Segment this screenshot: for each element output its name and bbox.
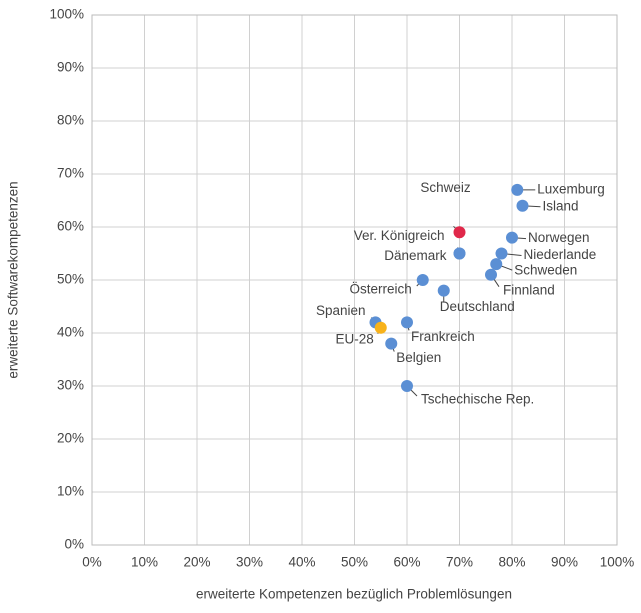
point-label: Tschechische Rep. [421, 392, 534, 407]
x-tick-label: 20% [183, 555, 210, 570]
point [385, 337, 398, 350]
point-label: Deutschland [440, 299, 515, 314]
point [453, 226, 466, 239]
y-tick-label: 100% [49, 7, 84, 22]
point-label: Niederlande [524, 247, 597, 262]
plot-border [91, 14, 618, 546]
point-label: Dänemark [384, 248, 447, 263]
y-tick-label: 40% [57, 325, 84, 340]
y-tick-label: 20% [57, 431, 84, 446]
point-label: Schweden [514, 263, 577, 278]
x-tick-label: 90% [551, 555, 578, 570]
y-tick-label: 80% [57, 113, 84, 128]
point-label: Österreich [349, 282, 411, 297]
point-label: Luxemburg [537, 181, 605, 196]
point-label: Belgien [396, 350, 441, 365]
point [416, 274, 429, 286]
y-axis-title: erweiterte Softwarekompetenzen [6, 181, 21, 378]
x-tick-label: 40% [288, 555, 315, 570]
y-tick-label: 50% [57, 272, 84, 287]
point-label: Spanien [316, 303, 366, 318]
point-label: Schweiz [420, 180, 471, 195]
x-tick-label: 30% [236, 555, 263, 570]
point [495, 247, 508, 260]
x-tick-label: 80% [498, 555, 525, 570]
x-tick-label: 100% [600, 555, 635, 570]
y-tick-label: 60% [57, 219, 84, 234]
point [453, 247, 466, 260]
x-tick-label: 0% [82, 555, 102, 570]
point [485, 268, 497, 281]
x-tick-label: 70% [446, 555, 473, 570]
point-label: Frankreich [411, 329, 475, 344]
point-label: EU-28 [335, 331, 373, 346]
point [490, 258, 503, 271]
y-tick-label: 10% [57, 484, 84, 499]
point-label: Finnland [503, 282, 555, 297]
y-tick-label: 30% [57, 378, 84, 393]
point-label: Norwegen [528, 230, 590, 245]
x-axis-title: erweiterte Kompetenzen bezüglich Problem… [196, 587, 512, 602]
point [516, 199, 529, 212]
point-label: Ver. Königreich [354, 228, 445, 243]
x-tick-label: 60% [393, 555, 420, 570]
point [374, 321, 387, 334]
y-tick-label: 90% [57, 60, 84, 75]
y-tick-label: 70% [57, 166, 84, 181]
point [506, 231, 518, 244]
y-tick-label: 0% [64, 537, 84, 552]
point [437, 284, 450, 297]
point [401, 380, 413, 392]
x-tick-label: 50% [341, 555, 368, 570]
x-tick-label: 10% [131, 555, 158, 570]
point [511, 183, 524, 196]
point [401, 316, 413, 329]
point-label: Island [543, 198, 579, 213]
